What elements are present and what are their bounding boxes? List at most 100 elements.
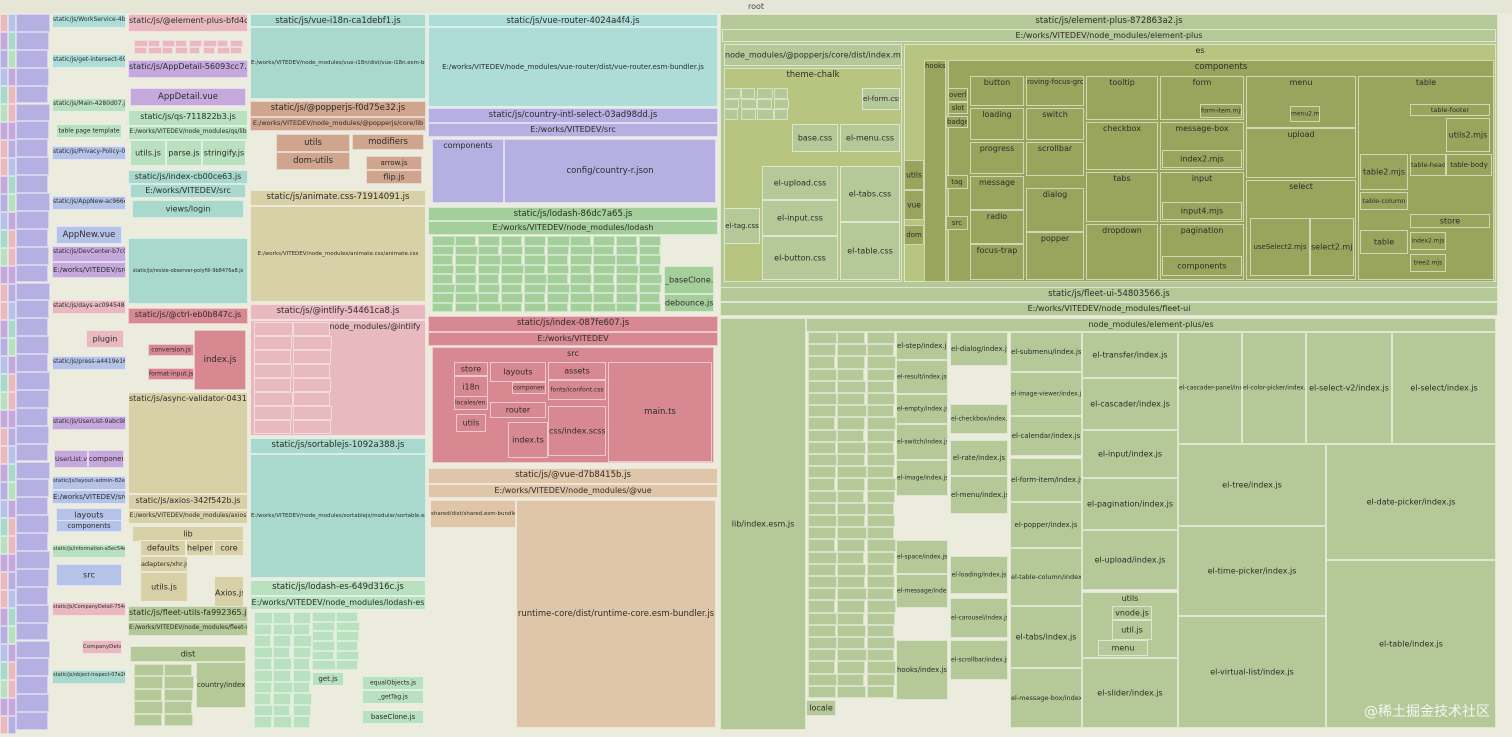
lodash-module[interactable] bbox=[570, 255, 592, 265]
treemap-tile-c-roving[interactable]: roving-focus-group bbox=[1026, 76, 1084, 106]
fleet-ui-module[interactable] bbox=[837, 368, 865, 381]
strip-module[interactable] bbox=[0, 104, 8, 122]
fleet-ui-module[interactable] bbox=[866, 380, 894, 393]
lodash-module[interactable] bbox=[432, 283, 455, 293]
fleet-ui-module[interactable] bbox=[808, 417, 835, 430]
theme-module[interactable] bbox=[757, 98, 772, 110]
icon-module[interactable] bbox=[230, 40, 244, 47]
theme-module[interactable] bbox=[724, 109, 739, 120]
fleet-ui-module[interactable] bbox=[837, 539, 866, 552]
fleet-ui-module[interactable] bbox=[808, 454, 838, 467]
lodash-es-module[interactable] bbox=[312, 650, 335, 661]
treemap-tile-t-tree2[interactable]: tree2.mjs bbox=[1410, 254, 1446, 272]
lodash-module[interactable] bbox=[570, 264, 591, 274]
treemap-tile-th-base[interactable]: base.css bbox=[792, 124, 838, 152]
fleet-utils-module[interactable] bbox=[164, 676, 194, 689]
icon-module[interactable] bbox=[175, 40, 187, 47]
treemap-tile-c-message[interactable]: message bbox=[970, 176, 1024, 210]
strip-module[interactable] bbox=[16, 372, 50, 390]
strip-module[interactable] bbox=[16, 282, 50, 301]
strip-module[interactable] bbox=[8, 464, 16, 482]
strip-module[interactable] bbox=[16, 568, 49, 587]
treemap-tile-fu-cascader[interactable]: el-cascader/index.js bbox=[1082, 378, 1178, 430]
fleet-ui-module[interactable] bbox=[837, 478, 866, 491]
treemap-tile-s3b[interactable]: table page template bbox=[56, 124, 122, 138]
strip-module[interactable] bbox=[16, 497, 48, 516]
lodash-es-module[interactable] bbox=[273, 612, 291, 624]
lodash-es-module[interactable] bbox=[312, 641, 336, 651]
strip-module[interactable] bbox=[16, 694, 50, 713]
lodash-es-module[interactable] bbox=[292, 716, 310, 728]
treemap-tile-s13[interactable]: static/js/object-inspect-07e26a6.js bbox=[52, 670, 126, 684]
lodash-module[interactable] bbox=[478, 236, 501, 246]
strip-module[interactable] bbox=[16, 49, 48, 68]
treemap-tile-pp-modifiers[interactable]: modifiers bbox=[352, 134, 424, 150]
fleet-ui-module[interactable] bbox=[837, 429, 865, 442]
treemap-tile-vu-path[interactable]: E:/works/VITEDEV/node_modules/@vue bbox=[428, 484, 718, 498]
treemap-tile-ep-path[interactable]: E:/works/VITEDEV/node_modules/element-pl… bbox=[722, 29, 1496, 42]
icon-module[interactable] bbox=[134, 40, 148, 47]
lodash-es-module[interactable] bbox=[292, 704, 311, 717]
strip-module[interactable] bbox=[8, 68, 16, 86]
treemap-tile-fu-empty[interactable]: el-empty/index.js bbox=[896, 394, 948, 424]
fleet-ui-module[interactable] bbox=[837, 661, 866, 674]
fleet-ui-module[interactable] bbox=[866, 478, 896, 491]
strip-module[interactable] bbox=[8, 626, 16, 644]
treemap-tile-ax-defaults[interactable]: defaults bbox=[140, 540, 186, 556]
treemap-tile-c-scrollbar[interactable]: scrollbar bbox=[1026, 142, 1084, 176]
lodash-es-module[interactable] bbox=[292, 635, 312, 647]
strip-module[interactable] bbox=[0, 680, 8, 698]
treemap-tile-ix[interactable]: static/js/index-087fe607.js bbox=[428, 316, 718, 332]
lodash-module[interactable] bbox=[639, 274, 662, 284]
lodash-module[interactable] bbox=[478, 293, 500, 303]
treemap-tile-qs-stringify[interactable]: stringify.js bbox=[202, 140, 246, 166]
fleet-ui-module[interactable] bbox=[866, 624, 894, 637]
lodash-module[interactable] bbox=[639, 283, 661, 293]
lodash-module[interactable] bbox=[616, 245, 639, 255]
lodash-es-module[interactable] bbox=[254, 623, 273, 636]
lodash-module[interactable] bbox=[593, 293, 615, 303]
strip-module[interactable] bbox=[16, 425, 50, 444]
fleet-ui-module[interactable] bbox=[808, 405, 837, 418]
treemap-tile-fu-time[interactable]: el-time-picker/index.js bbox=[1178, 526, 1326, 616]
lodash-es-module[interactable] bbox=[312, 631, 334, 641]
treemap-tile-s10-src[interactable]: src bbox=[56, 564, 122, 586]
treemap-tile-s2[interactable]: static/js/get-intersect-69d08a08.js bbox=[52, 54, 126, 68]
strip-module[interactable] bbox=[0, 482, 8, 500]
treemap-tile-s7-plugin[interactable]: plugin bbox=[86, 330, 124, 348]
fleet-ui-module[interactable] bbox=[837, 502, 867, 515]
lodash-module[interactable] bbox=[432, 274, 454, 284]
fleet-ui-module[interactable] bbox=[808, 380, 836, 393]
treemap-tile-ix-main[interactable]: main.ts bbox=[608, 362, 712, 462]
fleet-ui-module[interactable] bbox=[866, 600, 896, 613]
strip-module[interactable] bbox=[16, 676, 48, 695]
lodash-module[interactable] bbox=[547, 274, 569, 284]
treemap-tile-ld-path[interactable]: E:/works/VITEDEV/node_modules/lodash bbox=[428, 221, 718, 235]
treemap-tile-c-tooltip[interactable]: tooltip bbox=[1086, 76, 1158, 120]
strip-module[interactable] bbox=[16, 175, 49, 193]
intlify-module[interactable] bbox=[254, 378, 292, 392]
lodash-es-module[interactable] bbox=[254, 716, 272, 728]
strip-module[interactable] bbox=[8, 662, 16, 680]
strip-module[interactable] bbox=[8, 158, 16, 176]
treemap-tile-qs-path[interactable]: E:/works/VITEDEV/node_modules/qs/lib bbox=[128, 126, 248, 140]
intlify-module[interactable] bbox=[254, 322, 293, 336]
lodash-module[interactable] bbox=[501, 274, 523, 284]
fleet-ui-module[interactable] bbox=[837, 673, 865, 686]
treemap-tile-ep-popper[interactable]: node_modules/@popperjs/core/dist/index.m… bbox=[724, 44, 902, 66]
strip-module[interactable] bbox=[8, 248, 16, 266]
strip-module[interactable] bbox=[8, 50, 16, 68]
lodash-module[interactable] bbox=[593, 302, 616, 312]
lodash-module[interactable] bbox=[432, 264, 455, 274]
lodash-module[interactable] bbox=[547, 264, 570, 274]
treemap-tile-fu-carousel[interactable]: el-carousel/index.js bbox=[950, 598, 1008, 638]
lodash-es-module[interactable] bbox=[336, 631, 359, 641]
lodash-module[interactable] bbox=[524, 255, 547, 265]
fleet-ui-module[interactable] bbox=[837, 332, 865, 345]
treemap-tile-fu-submenu[interactable]: el-submenu/index.js bbox=[1010, 332, 1082, 372]
treemap-tile-s11[interactable]: static/js/information-a5ec54e9.js bbox=[52, 544, 126, 558]
fleet-utils-module[interactable] bbox=[134, 676, 163, 689]
treemap-tile-fu-vlist[interactable]: el-virtual-list/index.js bbox=[1178, 616, 1326, 728]
lodash-es-module[interactable] bbox=[273, 670, 291, 682]
treemap-tile-f-menu2[interactable]: menu2.mjs bbox=[1290, 106, 1320, 122]
